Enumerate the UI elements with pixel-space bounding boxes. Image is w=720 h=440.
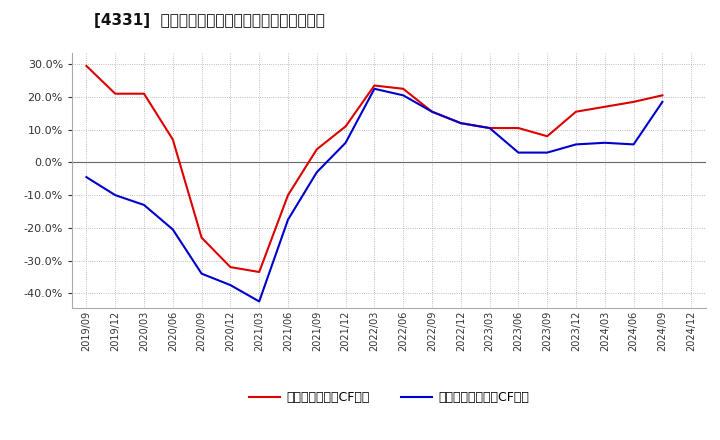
有利子負債フリーCF比率 (572, 142, 580, 147)
有利子負債フリーCF比率 (197, 271, 206, 276)
有利子負債営業CF比率 (485, 125, 494, 131)
有利子負債営業CF比率 (140, 91, 148, 96)
有利子負債フリーCF比率 (514, 150, 523, 155)
有利子負債フリーCF比率 (485, 125, 494, 131)
有利子負債フリーCF比率 (82, 175, 91, 180)
Legend: 有利子負債営業CF比率, 有利子負債フリーCF比率: 有利子負債営業CF比率, 有利子負債フリーCF比率 (243, 386, 534, 409)
有利子負債フリーCF比率 (226, 282, 235, 288)
有利子負債営業CF比率 (629, 99, 638, 105)
有利子負債営業CF比率 (197, 235, 206, 240)
有利子負債営業CF比率 (658, 93, 667, 98)
有利子負債営業CF比率 (255, 269, 264, 275)
有利子負債フリーCF比率 (140, 202, 148, 208)
有利子負債フリーCF比率 (629, 142, 638, 147)
有利子負債フリーCF比率 (284, 217, 292, 222)
有利子負債営業CF比率 (111, 91, 120, 96)
有利子負債営業CF比率 (428, 109, 436, 114)
有利子負債フリーCF比率 (543, 150, 552, 155)
有利子負債フリーCF比率 (600, 140, 609, 145)
有利子負債営業CF比率 (284, 192, 292, 198)
有利子負債営業CF比率 (341, 124, 350, 129)
有利子負債営業CF比率 (572, 109, 580, 114)
有利子負債フリーCF比率 (658, 99, 667, 105)
有利子負債営業CF比率 (370, 83, 379, 88)
Text: [4331]  有利子負債キャッシュフロー比率の推移: [4331] 有利子負債キャッシュフロー比率の推移 (94, 13, 325, 28)
Line: 有利子負債営業CF比率: 有利子負債営業CF比率 (86, 66, 662, 272)
有利子負債営業CF比率 (456, 121, 465, 126)
有利子負債営業CF比率 (600, 104, 609, 110)
Line: 有利子負債フリーCF比率: 有利子負債フリーCF比率 (86, 89, 662, 301)
有利子負債営業CF比率 (312, 147, 321, 152)
有利子負債営業CF比率 (226, 264, 235, 270)
有利子負債フリーCF比率 (312, 169, 321, 175)
有利子負債営業CF比率 (168, 137, 177, 142)
有利子負債フリーCF比率 (255, 299, 264, 304)
有利子負債フリーCF比率 (341, 140, 350, 145)
有利子負債フリーCF比率 (111, 192, 120, 198)
有利子負債フリーCF比率 (428, 109, 436, 114)
有利子負債営業CF比率 (82, 63, 91, 69)
有利子負債営業CF比率 (514, 125, 523, 131)
有利子負債フリーCF比率 (168, 227, 177, 232)
有利子負債フリーCF比率 (399, 93, 408, 98)
有利子負債フリーCF比率 (456, 121, 465, 126)
有利子負債営業CF比率 (543, 134, 552, 139)
有利子負債フリーCF比率 (370, 86, 379, 92)
有利子負債営業CF比率 (399, 86, 408, 92)
